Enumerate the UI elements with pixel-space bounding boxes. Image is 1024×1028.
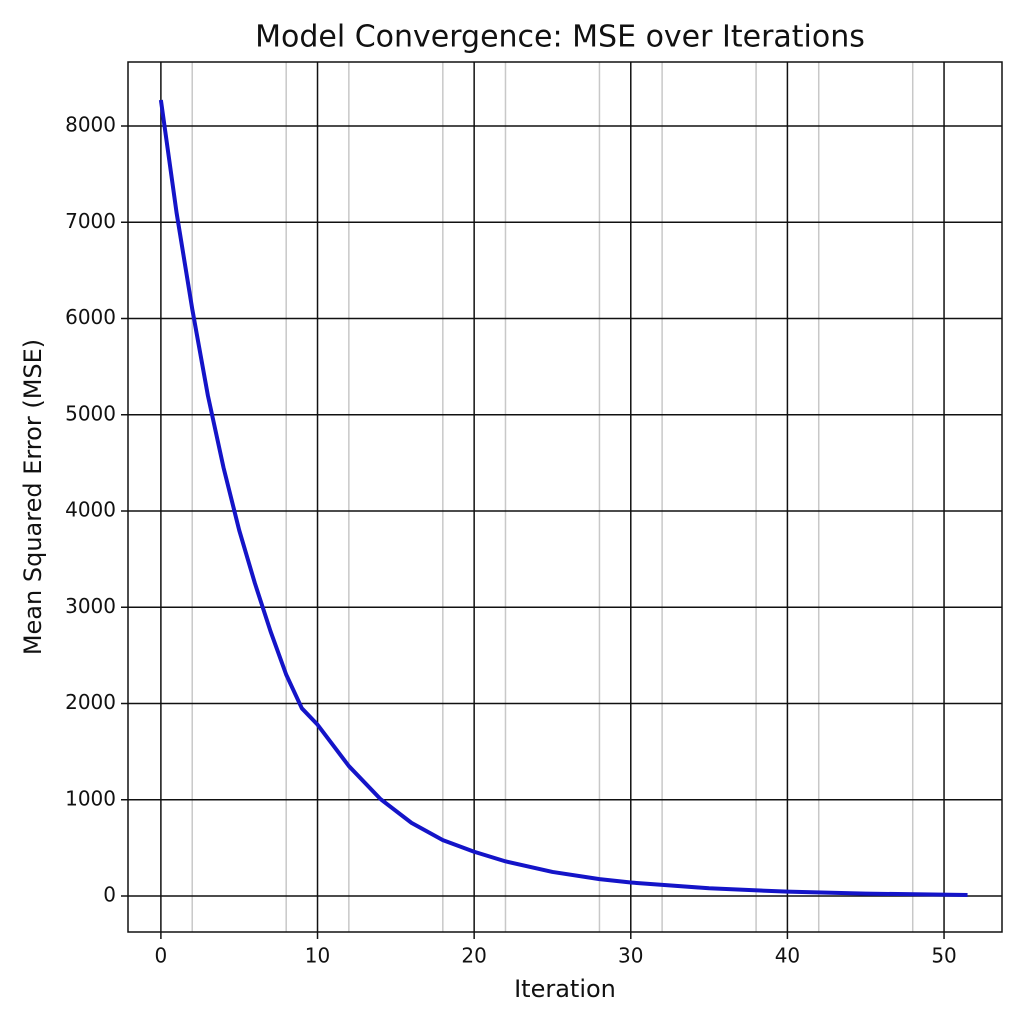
y-tick-label: 2000 [65,690,116,714]
x-tick-label: 40 [775,944,800,968]
plot-frame [127,61,1003,933]
y-tick-label: 5000 [65,401,116,425]
y-tick-label: 4000 [65,498,116,522]
y-tick-label: 6000 [65,305,116,329]
y-tick-label: 1000 [65,786,116,810]
x-tick-label: 50 [931,944,956,968]
y-tick-label: 3000 [65,594,116,618]
chart-title: Model Convergence: MSE over Iterations [255,20,865,55]
y-axis-label: Mean Squared Error (MSE) [19,339,47,655]
data-line [158,99,968,898]
x-axis-label: Iteration [514,975,616,1003]
x-tick-label: 0 [155,944,168,968]
x-tick-label: 30 [618,944,643,968]
x-tick-label: 20 [461,944,486,968]
y-tick-label: 0 [103,883,116,907]
y-tick-label: 8000 [65,113,116,137]
x-tick-label: 10 [305,944,330,968]
y-tick-label: 7000 [65,209,116,233]
